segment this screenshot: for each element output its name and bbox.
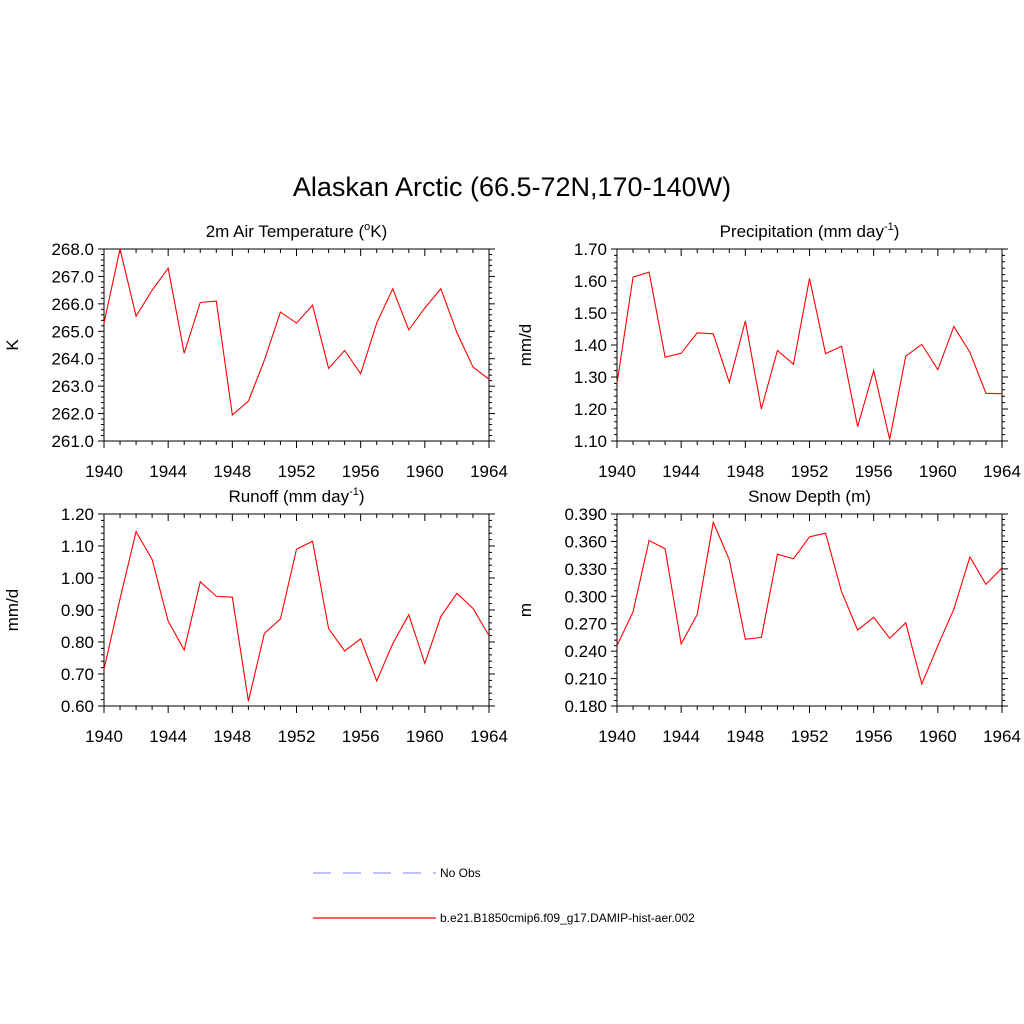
y-tick-label: 0.390	[564, 505, 607, 524]
x-tick-label: 1952	[278, 727, 316, 746]
y-tick-label: 1.10	[61, 537, 94, 556]
panel-precipitation-mm-day-1: Precipitation (mm day-1) mm/d 1.10 1.20 1.30…	[516, 221, 1021, 481]
x-tick-label: 1960	[919, 727, 957, 746]
x-tick-label: 1964	[983, 462, 1021, 481]
y-tick-label: 0.60	[61, 697, 94, 716]
panel-2m-air-temperature-k: 2m Air Temperature (oK) K 261.0 262.0 263.0 2…	[3, 221, 508, 481]
x-tick-label: 1952	[278, 462, 316, 481]
y-tick-label: 1.20	[61, 505, 94, 524]
panel-title: 2m Air Temperature (oK)	[206, 221, 388, 241]
x-tick-label: 1940	[598, 727, 636, 746]
panel-title: Snow Depth (m)	[748, 487, 871, 506]
legend-label-no-obs: No Obs	[440, 866, 481, 880]
x-tick-label: 1940	[85, 462, 123, 481]
y-tick-label: 1.10	[574, 432, 607, 451]
plot-frame	[616, 513, 1003, 707]
y-axis-label: m	[516, 603, 535, 617]
panel-runoff-mm-day-1: Runoff (mm day-1) mm/d 0.60 0.70 0.80 0.90 1.0…	[3, 486, 508, 746]
x-tick-label: 1960	[919, 462, 957, 481]
x-tick-label: 1960	[406, 462, 444, 481]
x-tick-label: 1944	[149, 727, 187, 746]
plot-frame	[103, 513, 490, 707]
panel-title: Runoff (mm day-1)	[228, 486, 364, 506]
y-axis-label: mm/d	[516, 324, 535, 367]
legend-label-model: b.e21.B1850cmip6.f09_g17.DAMIP-hist-aer.…	[440, 911, 695, 925]
x-tick-label: 1948	[213, 462, 251, 481]
y-axis-label: mm/d	[3, 589, 22, 632]
x-tick-label: 1944	[662, 462, 700, 481]
x-tick-label: 1952	[791, 727, 829, 746]
y-tick-label: 0.70	[61, 665, 94, 684]
y-tick-label: 0.80	[61, 633, 94, 652]
x-tick-label: 1948	[213, 727, 251, 746]
y-tick-label: 263.0	[51, 377, 94, 396]
panel-title: Precipitation (mm day-1)	[720, 221, 900, 241]
y-tick-label: 268.0	[51, 240, 94, 259]
x-tick-label: 1960	[406, 727, 444, 746]
x-tick-label: 1952	[791, 462, 829, 481]
y-tick-label: 0.330	[564, 560, 607, 579]
y-tick-label: 0.90	[61, 601, 94, 620]
x-tick-label: 1956	[342, 462, 380, 481]
y-tick-label: 0.300	[564, 587, 607, 606]
x-tick-label: 1964	[470, 462, 508, 481]
y-axis-label: K	[3, 339, 22, 351]
x-tick-label: 1956	[855, 727, 893, 746]
y-tick-label: 1.40	[574, 336, 607, 355]
x-tick-label: 1940	[85, 727, 123, 746]
x-tick-label: 1956	[342, 727, 380, 746]
y-tick-label: 265.0	[51, 322, 94, 341]
y-tick-label: 261.0	[51, 432, 94, 451]
y-tick-label: 1.70	[574, 240, 607, 259]
y-tick-label: 0.270	[564, 615, 607, 634]
y-tick-label: 267.0	[51, 267, 94, 286]
x-tick-label: 1944	[662, 727, 700, 746]
panel-snow-depth-m: Snow Depth (m) m 0.180 0.210 0.240 0.270 0.300…	[516, 487, 1021, 746]
y-tick-label: 1.30	[574, 368, 607, 387]
y-tick-label: 0.360	[564, 532, 607, 551]
y-tick-label: 0.210	[564, 670, 607, 689]
x-tick-label: 1964	[470, 727, 508, 746]
x-tick-label: 1956	[855, 462, 893, 481]
y-tick-label: 1.50	[574, 304, 607, 323]
panels: 2m Air Temperature (oK) K 261.0 262.0 263.0 2…	[3, 221, 1021, 746]
y-tick-label: 0.180	[564, 697, 607, 716]
y-tick-label: 262.0	[51, 405, 94, 424]
x-tick-label: 1944	[149, 462, 187, 481]
series-line-model	[103, 248, 490, 417]
plot-frame	[616, 248, 1003, 442]
y-tick-label: 1.60	[574, 272, 607, 291]
series-line-model	[616, 520, 1003, 686]
y-tick-label: 0.240	[564, 642, 607, 661]
x-tick-label: 1940	[598, 462, 636, 481]
series-line-model	[103, 530, 490, 702]
y-tick-label: 266.0	[51, 295, 94, 314]
x-tick-label: 1948	[726, 462, 764, 481]
figure-title: Alaskan Arctic (66.5-72N,170-140W)	[293, 172, 731, 202]
y-tick-label: 1.00	[61, 569, 94, 588]
y-tick-label: 264.0	[51, 350, 94, 369]
series-line-model	[616, 271, 1003, 440]
x-tick-label: 1948	[726, 727, 764, 746]
y-tick-label: 1.20	[574, 400, 607, 419]
legend: No Obs b.e21.B1850cmip6.f09_g17.DAMIP-hi…	[313, 866, 695, 925]
x-tick-label: 1964	[983, 727, 1021, 746]
